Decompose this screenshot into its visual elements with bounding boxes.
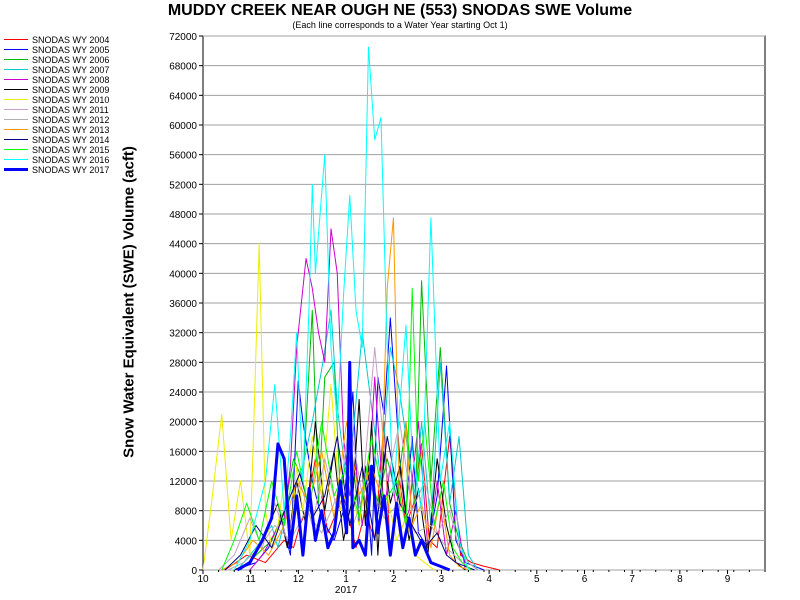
legend-item: SNODAS WY 2008 bbox=[4, 75, 134, 85]
legend-swatch bbox=[4, 89, 28, 90]
legend-label: SNODAS WY 2017 bbox=[32, 165, 110, 175]
legend-item: SNODAS WY 2011 bbox=[4, 105, 134, 115]
series-line-wy2004 bbox=[224, 421, 500, 571]
y-tick-label: 48000 bbox=[169, 210, 197, 221]
legend-swatch bbox=[4, 119, 28, 120]
legend-item: SNODAS WY 2006 bbox=[4, 55, 134, 65]
y-tick-label: 56000 bbox=[169, 151, 197, 162]
x-tick-label: 7 bbox=[629, 574, 635, 585]
legend-item: SNODAS WY 2009 bbox=[4, 85, 134, 95]
x-axis-year-label: 2017 bbox=[335, 585, 358, 596]
y-tick-label: 4000 bbox=[175, 536, 198, 547]
legend-label: SNODAS WY 2010 bbox=[32, 95, 110, 105]
x-tick-label: 6 bbox=[582, 574, 588, 585]
series-line-wy2016 bbox=[233, 46, 469, 571]
legend-swatch bbox=[4, 59, 28, 60]
series-line-wy2017 bbox=[236, 360, 451, 572]
y-tick-label: 8000 bbox=[175, 507, 198, 518]
x-tick-label: 11 bbox=[245, 574, 256, 585]
legend-label: SNODAS WY 2014 bbox=[32, 135, 110, 145]
legend-item: SNODAS WY 2005 bbox=[4, 45, 134, 55]
legend-label: SNODAS WY 2016 bbox=[32, 155, 110, 165]
legend-swatch bbox=[4, 39, 28, 40]
x-tick-label: 2 bbox=[391, 574, 397, 585]
x-tick-label: 12 bbox=[293, 574, 305, 585]
x-tick-label: 8 bbox=[677, 574, 683, 585]
legend-swatch bbox=[4, 99, 28, 100]
y-tick-label: 36000 bbox=[169, 299, 197, 310]
legend-label: SNODAS WY 2004 bbox=[32, 35, 110, 45]
legend-swatch bbox=[4, 79, 28, 80]
legend-swatch bbox=[4, 139, 28, 140]
legend-swatch bbox=[4, 109, 28, 110]
x-tick-label: 4 bbox=[486, 574, 492, 585]
y-tick-label: 24000 bbox=[169, 388, 197, 399]
x-tick-label: 3 bbox=[439, 574, 445, 585]
legend-label: SNODAS WY 2012 bbox=[32, 115, 110, 125]
series-layer bbox=[202, 46, 500, 572]
y-tick-label: 44000 bbox=[169, 240, 197, 251]
y-tick-label: 20000 bbox=[169, 418, 197, 429]
legend-label: SNODAS WY 2015 bbox=[32, 145, 110, 155]
series-line-wy2014 bbox=[224, 436, 475, 571]
y-tick-label: 40000 bbox=[169, 269, 197, 280]
legend-label: SNODAS WY 2005 bbox=[32, 45, 110, 55]
legend-item: SNODAS WY 2013 bbox=[4, 125, 134, 135]
chart-subtitle: (Each line corresponds to a Water Year s… bbox=[292, 20, 508, 30]
y-tick-label: 72000 bbox=[169, 32, 197, 43]
legend-item: SNODAS WY 2015 bbox=[4, 145, 134, 155]
series-line-wy2005 bbox=[234, 317, 485, 571]
legend-swatch bbox=[4, 149, 28, 150]
legend: SNODAS WY 2004 SNODAS WY 2005 SNODAS WY 20… bbox=[4, 35, 134, 175]
legend-label: SNODAS WY 2013 bbox=[32, 125, 110, 135]
legend-swatch bbox=[4, 168, 28, 171]
x-axis-ticks: 10 11 12 1 2 3 4 5 6 7 8 9 bbox=[197, 570, 766, 585]
y-tick-label: 52000 bbox=[169, 180, 197, 191]
legend-swatch bbox=[4, 159, 28, 160]
y-tick-label: 68000 bbox=[169, 62, 197, 73]
chart-title: MUDDY CREEK NEAR OUGH NE (553) SNODAS SW… bbox=[167, 2, 633, 19]
legend-label: SNODAS WY 2008 bbox=[32, 75, 110, 85]
legend-item: SNODAS WY 2017 bbox=[4, 165, 134, 175]
y-tick-label: 12000 bbox=[169, 477, 197, 488]
y-tick-label: 32000 bbox=[169, 329, 197, 340]
y-tick-label: 60000 bbox=[169, 121, 197, 132]
legend-item: SNODAS WY 2004 bbox=[4, 35, 134, 45]
legend-swatch bbox=[4, 69, 28, 70]
legend-item: SNODAS WY 2012 bbox=[4, 115, 134, 125]
legend-item: SNODAS WY 2007 bbox=[4, 65, 134, 75]
legend-label: SNODAS WY 2006 bbox=[32, 55, 110, 65]
legend-item: SNODAS WY 2014 bbox=[4, 135, 134, 145]
y-tick-label: 16000 bbox=[169, 447, 197, 458]
series-line-wy2010 bbox=[202, 243, 435, 571]
y-tick-label: 64000 bbox=[169, 91, 197, 102]
x-tick-label: 10 bbox=[197, 574, 209, 585]
legend-item: SNODAS WY 2010 bbox=[4, 95, 134, 105]
x-tick-label: 9 bbox=[725, 574, 731, 585]
series-line-wy2015 bbox=[221, 287, 472, 571]
legend-label: SNODAS WY 2007 bbox=[32, 65, 110, 75]
legend-swatch bbox=[4, 49, 28, 50]
legend-label: SNODAS WY 2009 bbox=[32, 85, 110, 95]
y-axis-ticks: 0 4000 8000 12000 16000 20000 24000 28000 32000 3… bbox=[169, 32, 203, 577]
legend-swatch bbox=[4, 129, 28, 130]
legend-item: SNODAS WY 2016 bbox=[4, 155, 134, 165]
x-tick-label: 5 bbox=[534, 574, 540, 585]
legend-label: SNODAS WY 2011 bbox=[32, 105, 109, 115]
x-tick-label: 1 bbox=[343, 574, 349, 585]
y-tick-label: 0 bbox=[191, 566, 197, 577]
y-tick-label: 28000 bbox=[169, 358, 197, 369]
